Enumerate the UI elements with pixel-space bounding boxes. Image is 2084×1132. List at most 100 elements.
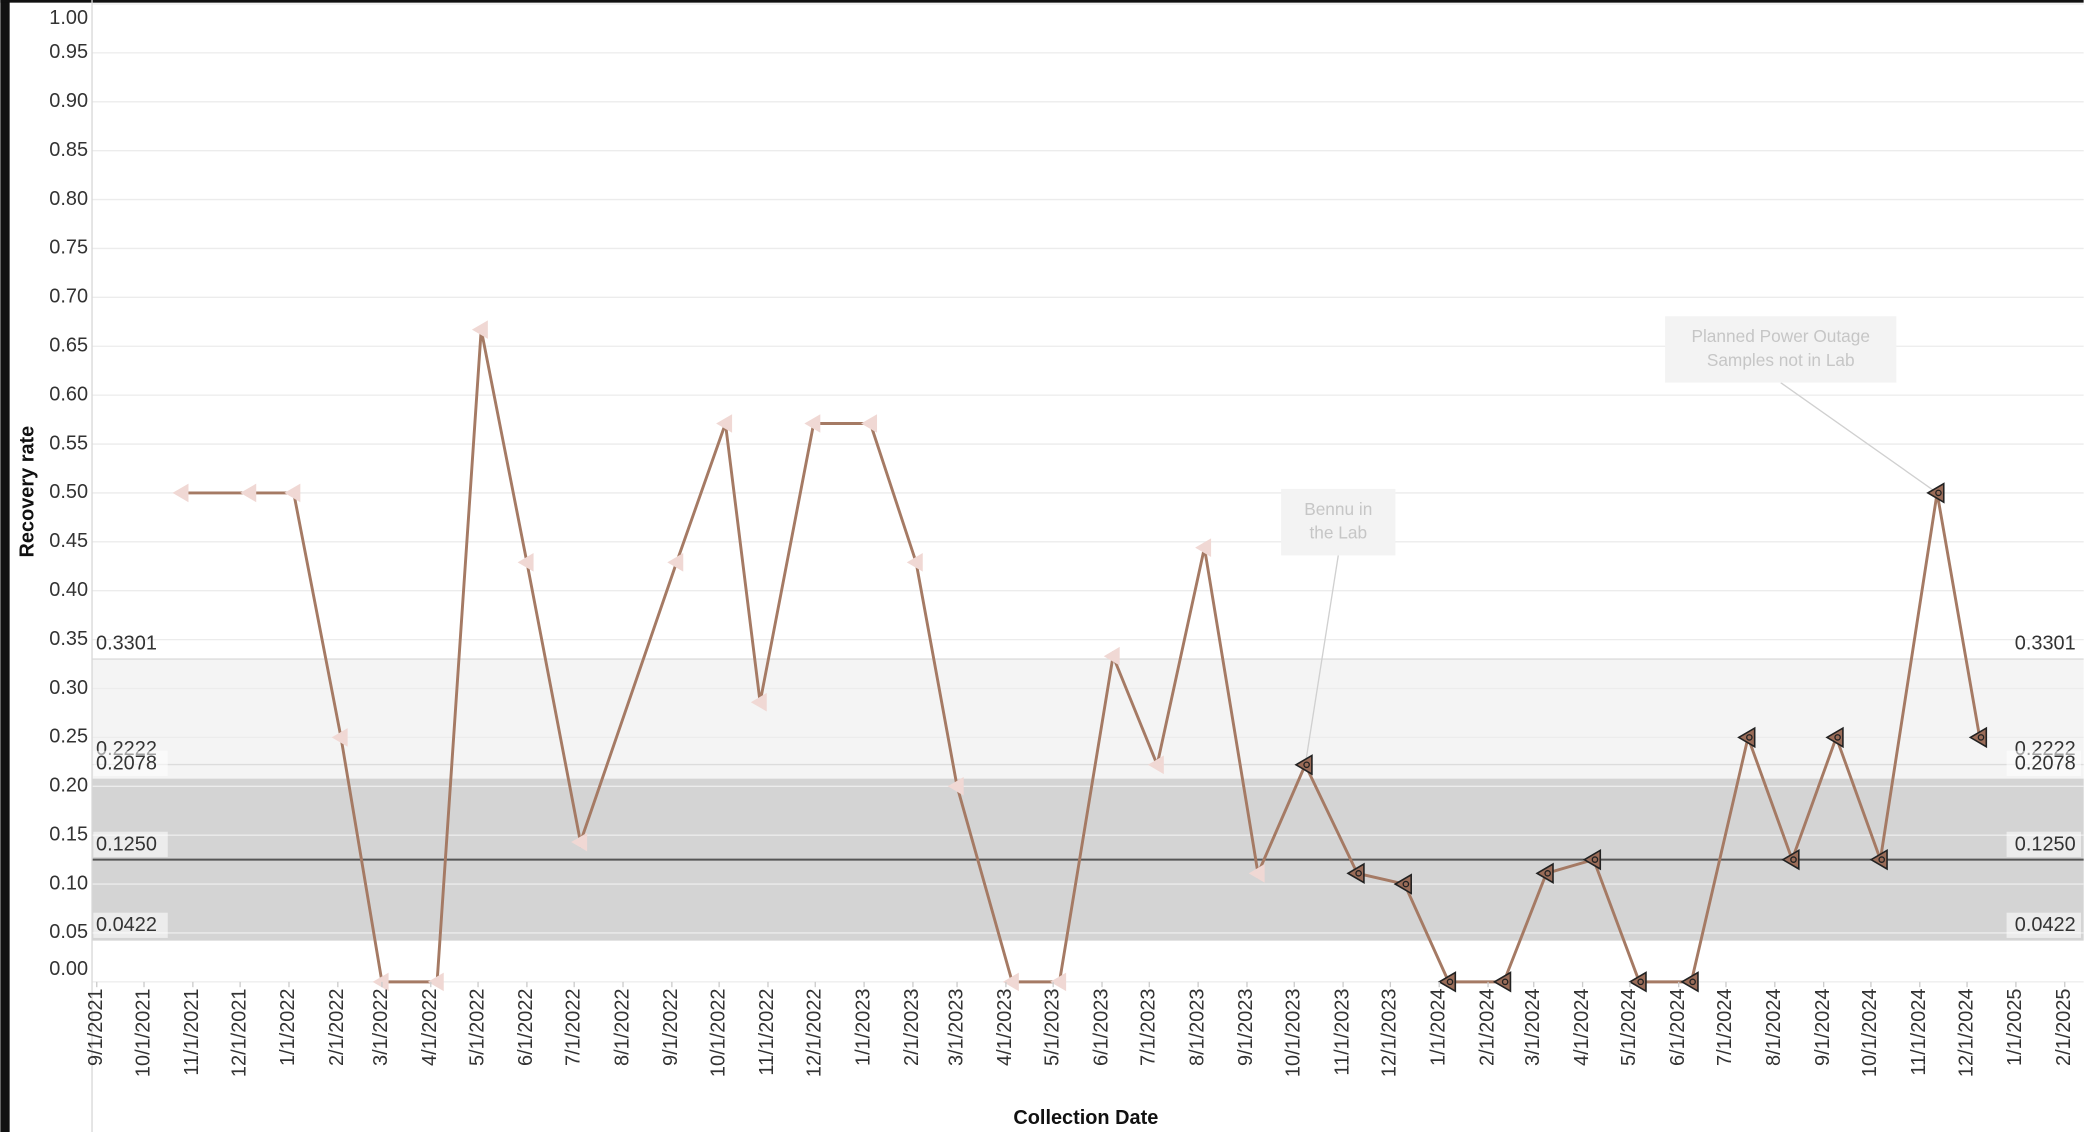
reference-label: 0.3301 [96,633,157,655]
point-marker [750,692,767,712]
point-dot [1834,734,1841,741]
point-marker [372,972,389,992]
point-marker [1050,972,1067,992]
x-tick-label: 8/1/2022 [611,989,633,1067]
x-tick-label: 8/1/2023 [1186,989,1208,1067]
annotation-text: Bennu in [1304,499,1372,519]
annotation-text: Planned Power Outage [1691,326,1870,346]
x-tick-label: 1/1/2024 [1427,989,1449,1067]
axes: 0.00 0.05 0.10 0.15 0.20 0.25 0.30 0.35 0.40 0.45… [49,0,2075,1132]
x-tick-label: 11/1/2024 [1908,989,1930,1076]
point-dot [1637,978,1644,986]
annotations: Bennu in the Lab Planned Power Outage Sampl… [1281,316,1938,765]
y-tick-label: 0.00 [49,958,88,980]
y-tick-label: 0.70 [49,286,88,308]
x-tick-label: 2/1/2022 [326,989,348,1067]
annotation-box [1665,316,1897,383]
x-tick-label: 4/1/2022 [419,989,441,1067]
x-axis-title: Collection Date [1013,1107,1158,1129]
point-dot [1935,489,1942,497]
x-tick-label: 3/1/2024 [1522,989,1544,1067]
point-marker [240,483,257,503]
annotation-text: Samples not in Lab [1707,350,1855,370]
x-tick-label: 9/1/2022 [660,989,682,1067]
x-tick-label: 9/1/2021 [85,989,107,1067]
x-tick-label: 4/1/2023 [994,989,1016,1067]
x-tick-label: 1/1/2023 [852,989,874,1067]
grid [92,3,2084,983]
x-tick-label: 12/1/2023 [1379,989,1401,1078]
x-tick-label: 6/1/2024 [1667,989,1689,1067]
point-marker [667,553,684,572]
point-dot [1977,734,1985,741]
x-tick-label: 1/1/2025 [2004,989,2026,1067]
y-tick-label: 0.85 [49,139,88,161]
reference-label: 0.1250 [2015,833,2076,855]
y-tick-label: 0.90 [49,90,88,112]
point-dot [1501,978,1509,986]
x-tick-label: 7/1/2024 [1714,989,1736,1067]
reference-label-bg [2006,831,2081,857]
x-tick-label: 9/1/2024 [1812,989,1834,1067]
point-marker [947,776,964,796]
y-tick-label: 0.30 [49,677,88,699]
x-tick-label: 5/1/2024 [1618,989,1640,1067]
y-tick-label: 0.95 [49,41,88,63]
x-tick-label: 9/1/2023 [1235,989,1257,1067]
point-marker [1002,972,1019,992]
x-tick-label: 12/1/2024 [1955,989,1977,1078]
y-tick-label: 0.05 [49,921,88,943]
point-dot [1303,761,1310,769]
point-dot [1402,880,1410,888]
y-tick-label: 0.50 [49,481,88,503]
y-tick-label: 0.60 [49,383,88,405]
reference-label-bg [93,750,168,777]
point-marker [1147,755,1164,775]
x-tick-label: 11/1/2023 [1331,989,1353,1076]
reference-label: 0.3301 [2015,633,2076,655]
reference-label: 0.0422 [96,914,157,936]
point-dot [1544,869,1552,877]
x-tick-label: 3/1/2022 [370,989,392,1067]
point-marker [571,832,588,852]
y-tick-label: 0.15 [49,823,88,845]
x-tick-label: 10/1/2022 [707,989,729,1078]
point-marker [284,483,301,503]
reference-label-bg [93,831,168,857]
x-tick-label: 6/1/2023 [1090,989,1112,1067]
y-tick-label: 0.25 [49,726,88,748]
x-tick-label: 7/1/2022 [562,989,584,1067]
point-marker [427,972,444,992]
y-tick-label: 0.65 [49,335,88,357]
point-marker [1195,538,1212,557]
x-tick-label: 5/1/2022 [466,989,488,1067]
point-marker [172,483,189,503]
point-marker [1248,864,1265,883]
reference-label: 0.1250 [96,833,157,855]
y-tick-label: 0.55 [49,432,88,454]
reference-label: 0.2078 [2015,752,2076,774]
y-tick-label: 1.00 [49,7,88,29]
reference-label: 0.2078 [96,752,157,774]
y-tick-label: 0.20 [49,775,88,797]
x-tick-label: 1/1/2022 [277,989,299,1067]
x-tick-label: 7/1/2023 [1138,989,1160,1067]
x-tick-label: 2/1/2024 [1476,989,1498,1067]
x-tick-label: 12/1/2021 [228,989,250,1078]
x-tick-label: 8/1/2024 [1763,989,1785,1067]
point-dot [1746,734,1753,741]
x-tick-label: 2/1/2023 [901,989,923,1067]
reference-label-bg [2006,750,2081,777]
point-dot [1689,978,1696,986]
point-marker [716,414,733,433]
x-tick-label: 11/1/2022 [756,989,778,1076]
annotation-pointer [1304,555,1339,765]
y-tick-label: 0.75 [49,237,88,259]
point-marker [804,414,821,433]
annotation-text: the Lab [1309,523,1367,543]
x-tick-label: 11/1/2021 [181,989,203,1076]
reference-label-bg [93,912,168,938]
y-tick-label: 0.45 [49,530,88,552]
